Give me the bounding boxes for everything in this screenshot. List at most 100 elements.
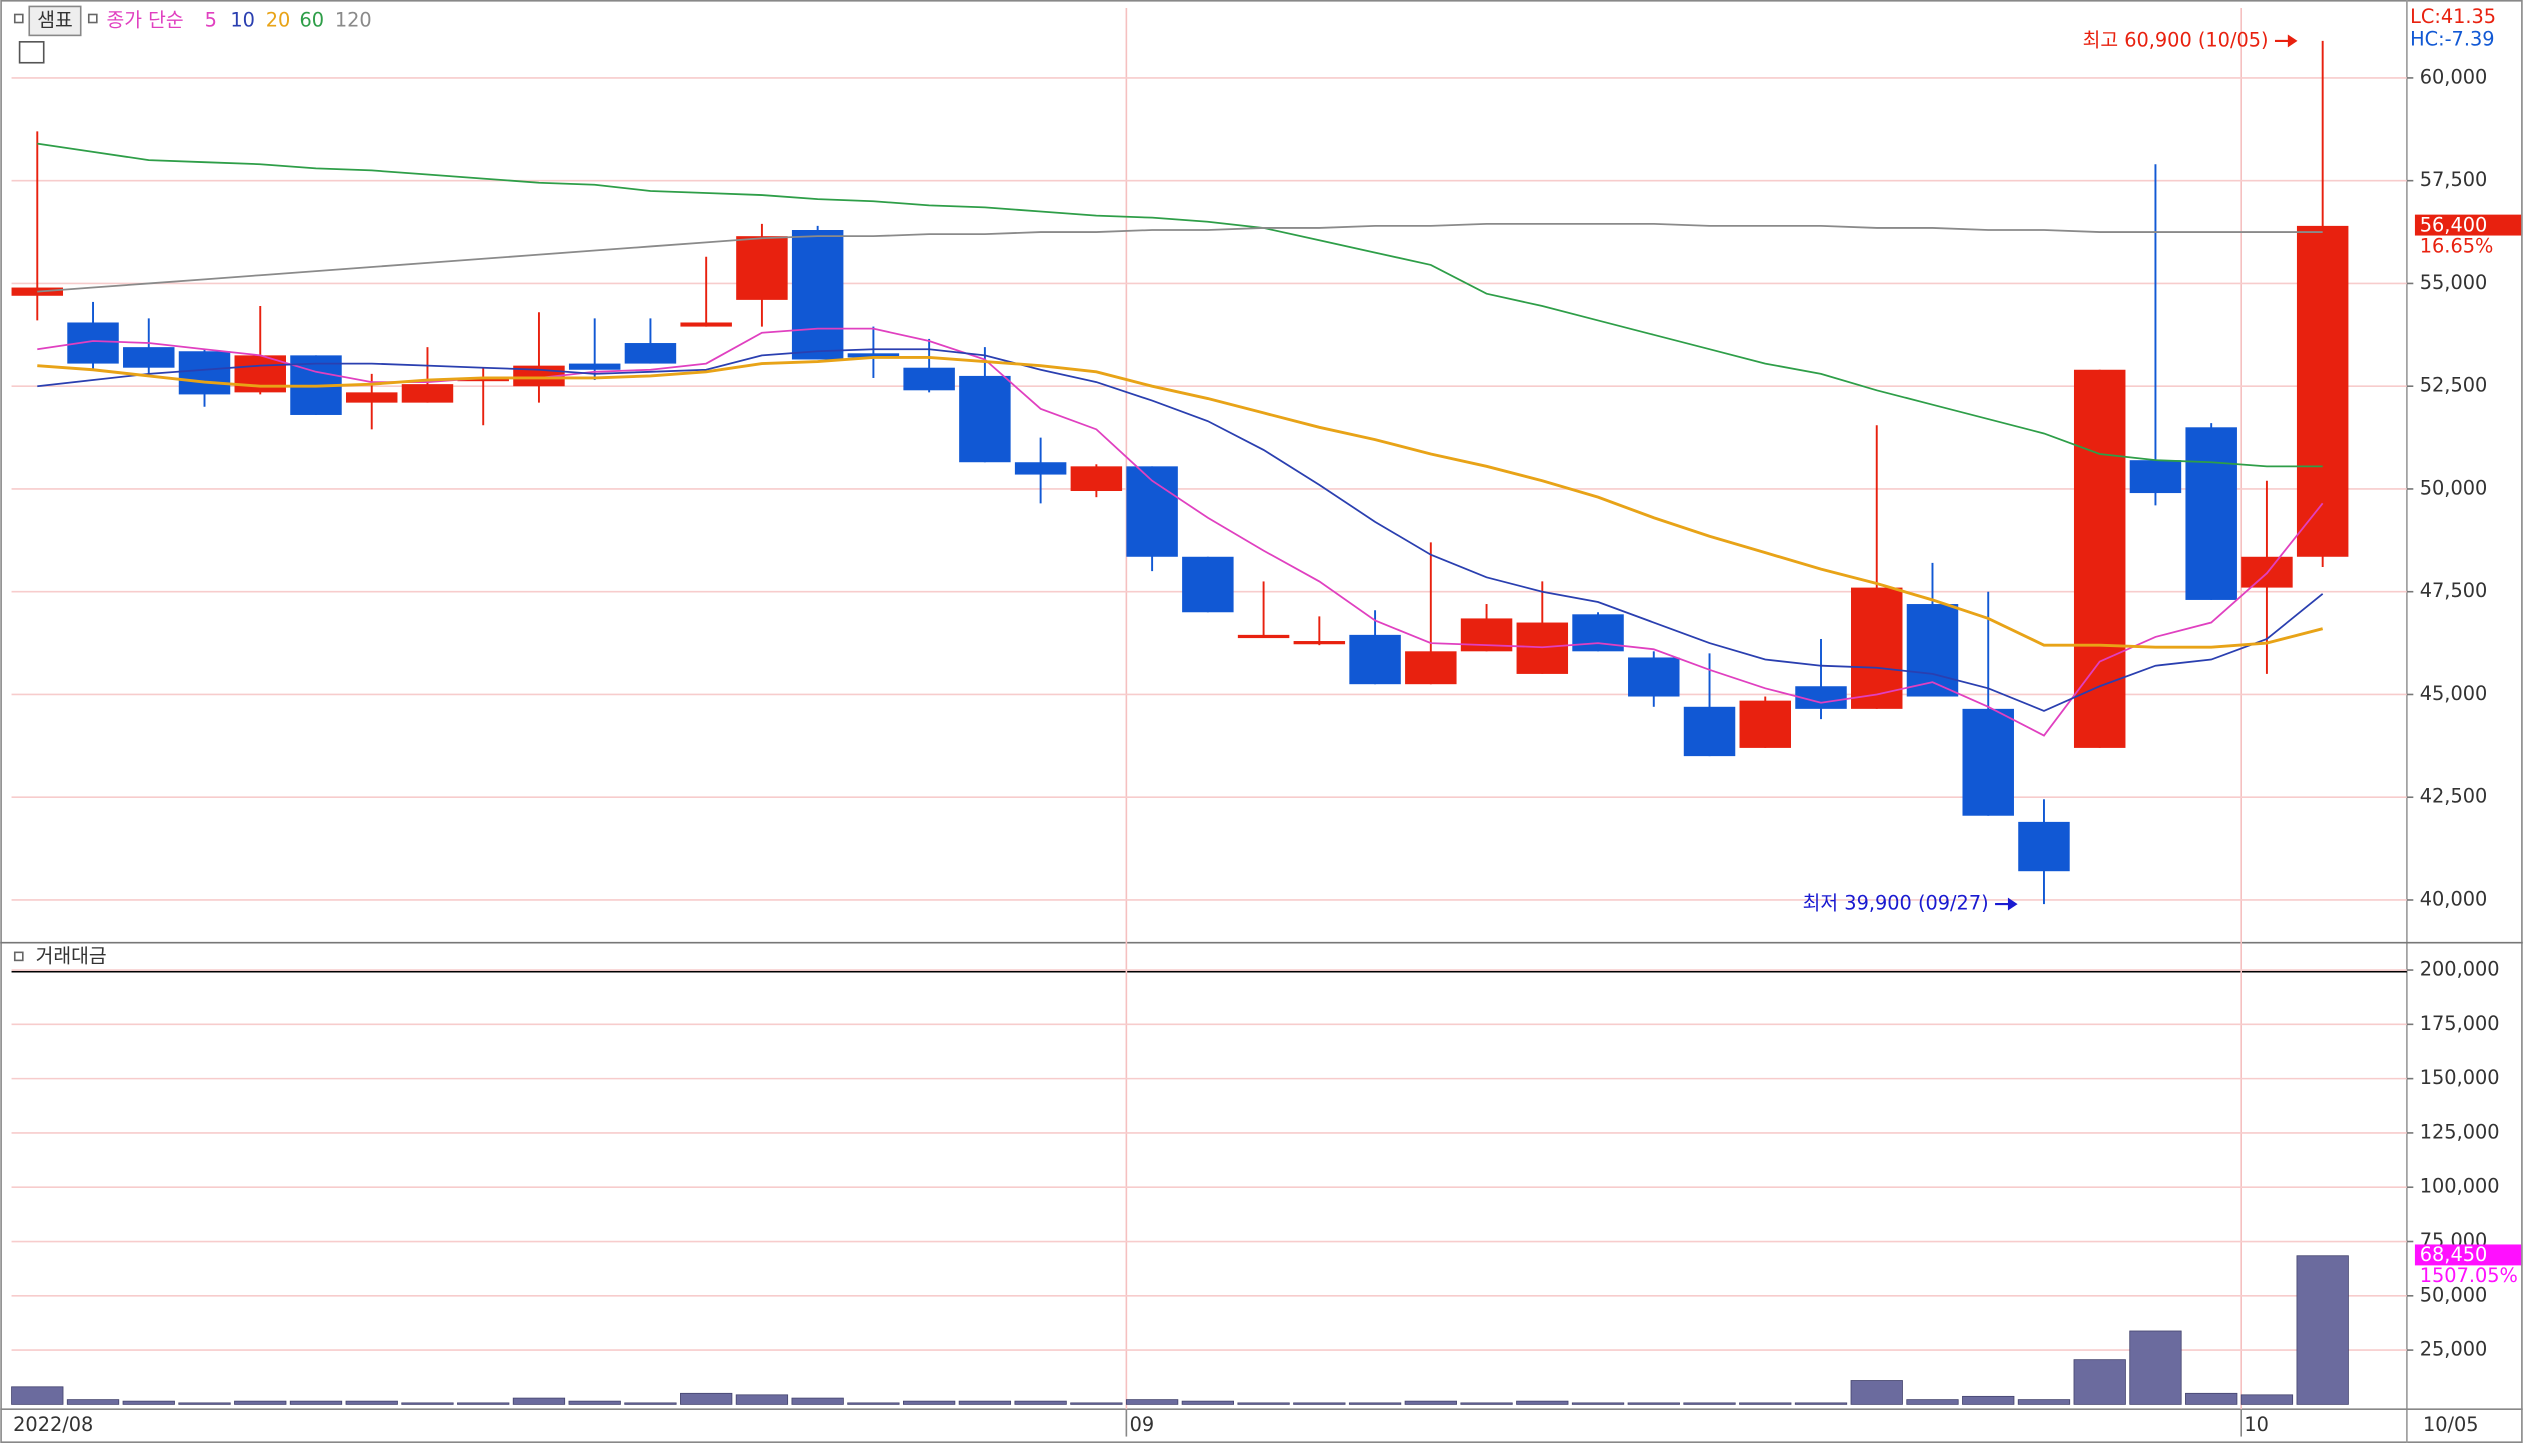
- candle-body: [1070, 466, 1123, 492]
- candle-body: [1516, 622, 1569, 674]
- volume-bar: [1348, 1402, 1402, 1405]
- volume-bar: [1850, 1380, 1903, 1405]
- change-label: 16.65%: [2420, 234, 2494, 257]
- legend-entry: 5: [205, 8, 217, 31]
- volume-bar: [2240, 1394, 2294, 1405]
- lc-label: LC:41.35: [2410, 5, 2496, 28]
- volume-bar: [1571, 1402, 1625, 1405]
- y-tick-label: 55,000: [2420, 271, 2488, 294]
- candle-body: [2129, 460, 2182, 494]
- annotation-arrowhead: [2007, 897, 2018, 911]
- volume-bar: [680, 1392, 733, 1405]
- volume-bar: [289, 1400, 343, 1405]
- volume-bar: [2185, 1392, 2238, 1405]
- legend-entry: 10: [230, 8, 255, 31]
- volume-bar: [401, 1402, 454, 1405]
- volume-bar: [1293, 1402, 1346, 1405]
- hc-label: HC:-7.39: [2410, 28, 2494, 51]
- y-tick-label: 45,000: [2420, 682, 2488, 705]
- candle-body: [2296, 225, 2349, 557]
- candle-body: [847, 353, 900, 358]
- volume-bar: [345, 1400, 398, 1405]
- volume-title: 거래대금: [36, 945, 107, 968]
- last-tag: 68,450: [2420, 1243, 2488, 1266]
- candle-body: [2185, 427, 2237, 600]
- candle-body: [568, 363, 621, 370]
- ma-line: [37, 348, 2324, 712]
- volume-bar: [1070, 1402, 1123, 1405]
- volume-bar: [1181, 1400, 1234, 1405]
- annotation: 최저 39,900 (09/27): [1803, 892, 1989, 915]
- y-tick-label: 100,000: [2420, 1175, 2500, 1198]
- volume-bar: [791, 1397, 844, 1405]
- change-label: 1507.05%: [2420, 1264, 2518, 1287]
- y-tick-label: 40,000: [2420, 887, 2488, 910]
- ma-label: 종가 단순: [106, 8, 183, 31]
- volume-bar: [178, 1402, 231, 1405]
- volume-bar: [903, 1400, 956, 1405]
- y-tick-label: 150,000: [2420, 1066, 2500, 1089]
- volume-bar: [735, 1394, 789, 1405]
- candle-body: [1962, 708, 2014, 816]
- last-tag-box: [2414, 214, 2522, 236]
- icon: [13, 13, 24, 24]
- volume-bar: [1627, 1402, 1680, 1405]
- y-tick-label: 25,000: [2420, 1338, 2488, 1361]
- candle-body: [401, 384, 454, 403]
- candle-body: [1795, 686, 1847, 709]
- volume-bar: [1739, 1402, 1792, 1405]
- name-box[interactable]: [28, 5, 82, 37]
- volume-bar: [2129, 1330, 2182, 1405]
- y-tick-label: 57,500: [2420, 168, 2488, 191]
- y-tick-label: 50,000: [2420, 1283, 2488, 1306]
- volume-bar: [512, 1397, 566, 1405]
- candle-body: [1349, 634, 1401, 685]
- icon: [87, 13, 98, 24]
- last-tag: 56,400: [2420, 213, 2488, 236]
- candle-body: [1182, 556, 1234, 613]
- ma-line: [37, 222, 2323, 293]
- volume-bar: [2017, 1399, 2071, 1405]
- candle-body: [457, 377, 509, 382]
- last-date: 10/05: [2423, 1413, 2479, 1436]
- y-tick-label: 50,000: [2420, 476, 2488, 499]
- candle-body: [736, 236, 788, 300]
- ma-line: [37, 355, 2324, 649]
- volume-bar: [568, 1400, 621, 1405]
- y-tick-label: 47,500: [2420, 579, 2488, 602]
- candle-body: [624, 343, 677, 364]
- candle-body: [2018, 821, 2070, 872]
- volume-bar: [1794, 1402, 1848, 1405]
- icon: [13, 951, 24, 962]
- grid-icon[interactable]: [18, 41, 45, 64]
- x-tick-label: 10: [2244, 1413, 2269, 1436]
- candle-body: [1237, 634, 1290, 639]
- candle-body: [345, 392, 398, 403]
- volume-bar: [1460, 1402, 1513, 1405]
- x-tick-label: 09: [1130, 1413, 1155, 1436]
- candle-body: [1628, 657, 1680, 697]
- volume-bar: [2296, 1255, 2349, 1405]
- volume-bar: [1962, 1395, 2015, 1405]
- candle-body: [791, 230, 844, 360]
- volume-bar: [1014, 1400, 1067, 1405]
- y-tick-label: 42,500: [2420, 785, 2488, 808]
- volume-bar: [234, 1400, 287, 1405]
- volume-bar: [122, 1400, 175, 1405]
- legend-entry: 20: [266, 8, 291, 31]
- y-tick-label: 175,000: [2420, 1012, 2500, 1035]
- volume-bar: [457, 1402, 510, 1405]
- volume-bar: [1404, 1400, 1457, 1405]
- y-tick-label: 200,000: [2420, 958, 2500, 981]
- volume-bar: [1125, 1399, 1179, 1405]
- annotation-arrowhead: [2287, 34, 2298, 48]
- candle-body: [1906, 604, 1959, 697]
- candle-body: [123, 347, 175, 368]
- volume-bar: [66, 1399, 120, 1405]
- volume-bar: [624, 1402, 677, 1405]
- candle-body: [1293, 641, 1346, 645]
- volume-bar: [1683, 1402, 1736, 1405]
- volume-bar: [2073, 1359, 2126, 1405]
